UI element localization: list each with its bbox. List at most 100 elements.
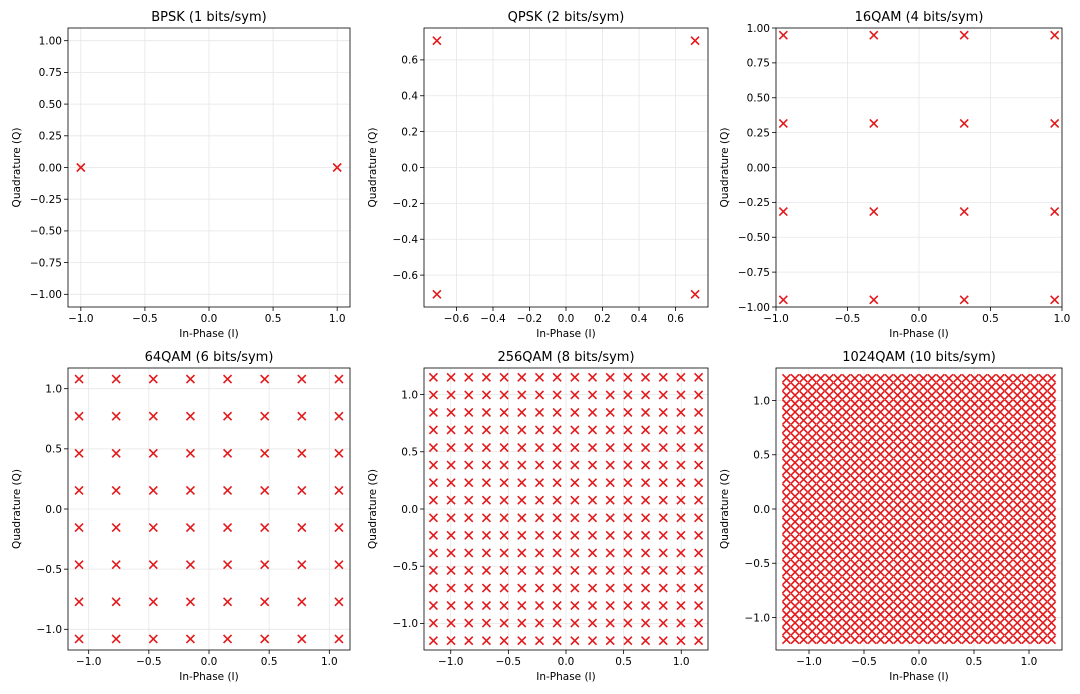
constellation-point <box>858 382 868 392</box>
constellation-point <box>534 407 545 418</box>
y-tick-label: 1.00 <box>39 35 62 47</box>
constellation-point <box>850 576 860 586</box>
constellation-point <box>658 407 668 418</box>
constellation-point <box>1012 466 1022 476</box>
constellation-point <box>867 508 877 518</box>
constellation-point <box>893 474 903 485</box>
constellation-point <box>978 407 988 417</box>
constellation-point <box>1029 576 1039 586</box>
constellation-point <box>1029 390 1039 400</box>
constellation-point <box>884 542 894 552</box>
constellation-point <box>858 609 868 619</box>
y-axis-label: Quadrature (Q) <box>719 128 731 208</box>
constellation-point <box>446 565 456 576</box>
constellation-point <box>799 382 809 392</box>
constellation-point <box>961 432 971 442</box>
constellation-point <box>432 289 442 299</box>
constellation-point <box>605 600 615 611</box>
constellation-point <box>970 609 980 619</box>
constellation-point <box>893 533 903 544</box>
constellation-point <box>1029 567 1039 577</box>
constellation-point <box>970 415 980 426</box>
constellation-point <box>481 460 492 470</box>
constellation-point <box>1004 626 1014 636</box>
constellation-point <box>790 567 800 577</box>
constellation-point <box>185 597 196 607</box>
constellation-point <box>464 530 474 540</box>
constellation-point <box>534 548 545 558</box>
constellation-point <box>552 442 562 453</box>
constellation-point <box>1021 525 1031 535</box>
constellation-point <box>517 425 527 435</box>
constellation-point <box>74 597 84 607</box>
constellation-point <box>841 567 851 577</box>
constellation-point <box>918 449 928 459</box>
constellation-point <box>927 449 937 459</box>
constellation-point <box>816 390 826 400</box>
constellation-point <box>824 592 834 603</box>
constellation-point <box>1004 390 1014 400</box>
y-tick-label: 0.00 <box>747 162 770 174</box>
symbol-markers <box>778 30 1060 305</box>
constellation-point <box>978 635 988 645</box>
constellation-point <box>987 458 997 468</box>
constellation-point <box>676 478 686 488</box>
symbol-markers <box>781 373 1057 645</box>
constellation-point <box>790 601 800 611</box>
x-tick-label: −1.0 <box>796 656 822 668</box>
constellation-point <box>222 411 233 421</box>
x-tick-label: 1.0 <box>1054 313 1071 325</box>
constellation-point <box>1012 382 1022 392</box>
constellation-point <box>781 601 792 611</box>
constellation-point <box>952 542 963 552</box>
constellation-point <box>807 424 817 434</box>
constellation-point <box>867 533 877 544</box>
constellation-point <box>918 635 928 645</box>
constellation-point <box>841 432 851 442</box>
constellation-point <box>778 118 788 128</box>
constellation-point <box>875 407 886 417</box>
constellation-point <box>901 517 911 527</box>
constellation-point <box>74 448 84 458</box>
constellation-point <box>884 474 894 485</box>
constellation-point <box>74 634 84 644</box>
constellation-point <box>893 432 903 442</box>
constellation-point <box>970 407 980 417</box>
subplot-6: −1.0 −0.5 0.0 0.5 1.0 −1.0 −0.5 0.0 0.5 1.0 1024QA… <box>719 350 1063 683</box>
constellation-point <box>935 449 945 459</box>
constellation-point <box>841 390 851 400</box>
constellation-point <box>867 424 877 434</box>
constellation-point <box>850 432 860 442</box>
constellation-point <box>970 382 980 392</box>
constellation-point <box>790 399 800 409</box>
constellation-point <box>869 118 879 128</box>
constellation-point <box>676 583 686 593</box>
constellation-point <box>901 424 911 434</box>
constellation-point <box>807 559 817 569</box>
constellation-point <box>952 458 963 468</box>
constellation-point <box>995 449 1005 459</box>
y-tick-label: −0.2 <box>393 198 419 210</box>
constellation-point <box>841 399 851 409</box>
constellation-point <box>841 415 851 426</box>
constellation-point <box>623 390 633 400</box>
constellation-point <box>605 425 615 435</box>
constellation-point <box>995 407 1005 417</box>
constellation-point <box>799 390 809 400</box>
y-tick-label: 0.25 <box>747 127 770 139</box>
constellation-point <box>858 500 868 510</box>
constellation-point <box>884 559 894 569</box>
constellation-point <box>987 500 997 510</box>
x-tick-label: 0.5 <box>265 313 282 325</box>
constellation-point <box>884 500 894 510</box>
constellation-point <box>1038 373 1048 383</box>
constellation-point <box>185 374 196 384</box>
y-tick-label: −0.5 <box>37 564 63 576</box>
constellation-point <box>428 513 438 523</box>
constellation-point <box>428 548 438 558</box>
constellation-point <box>816 449 826 459</box>
constellation-point <box>987 424 997 434</box>
constellation-point <box>1012 584 1022 594</box>
constellation-point <box>781 407 792 417</box>
constellation-point <box>867 567 877 577</box>
